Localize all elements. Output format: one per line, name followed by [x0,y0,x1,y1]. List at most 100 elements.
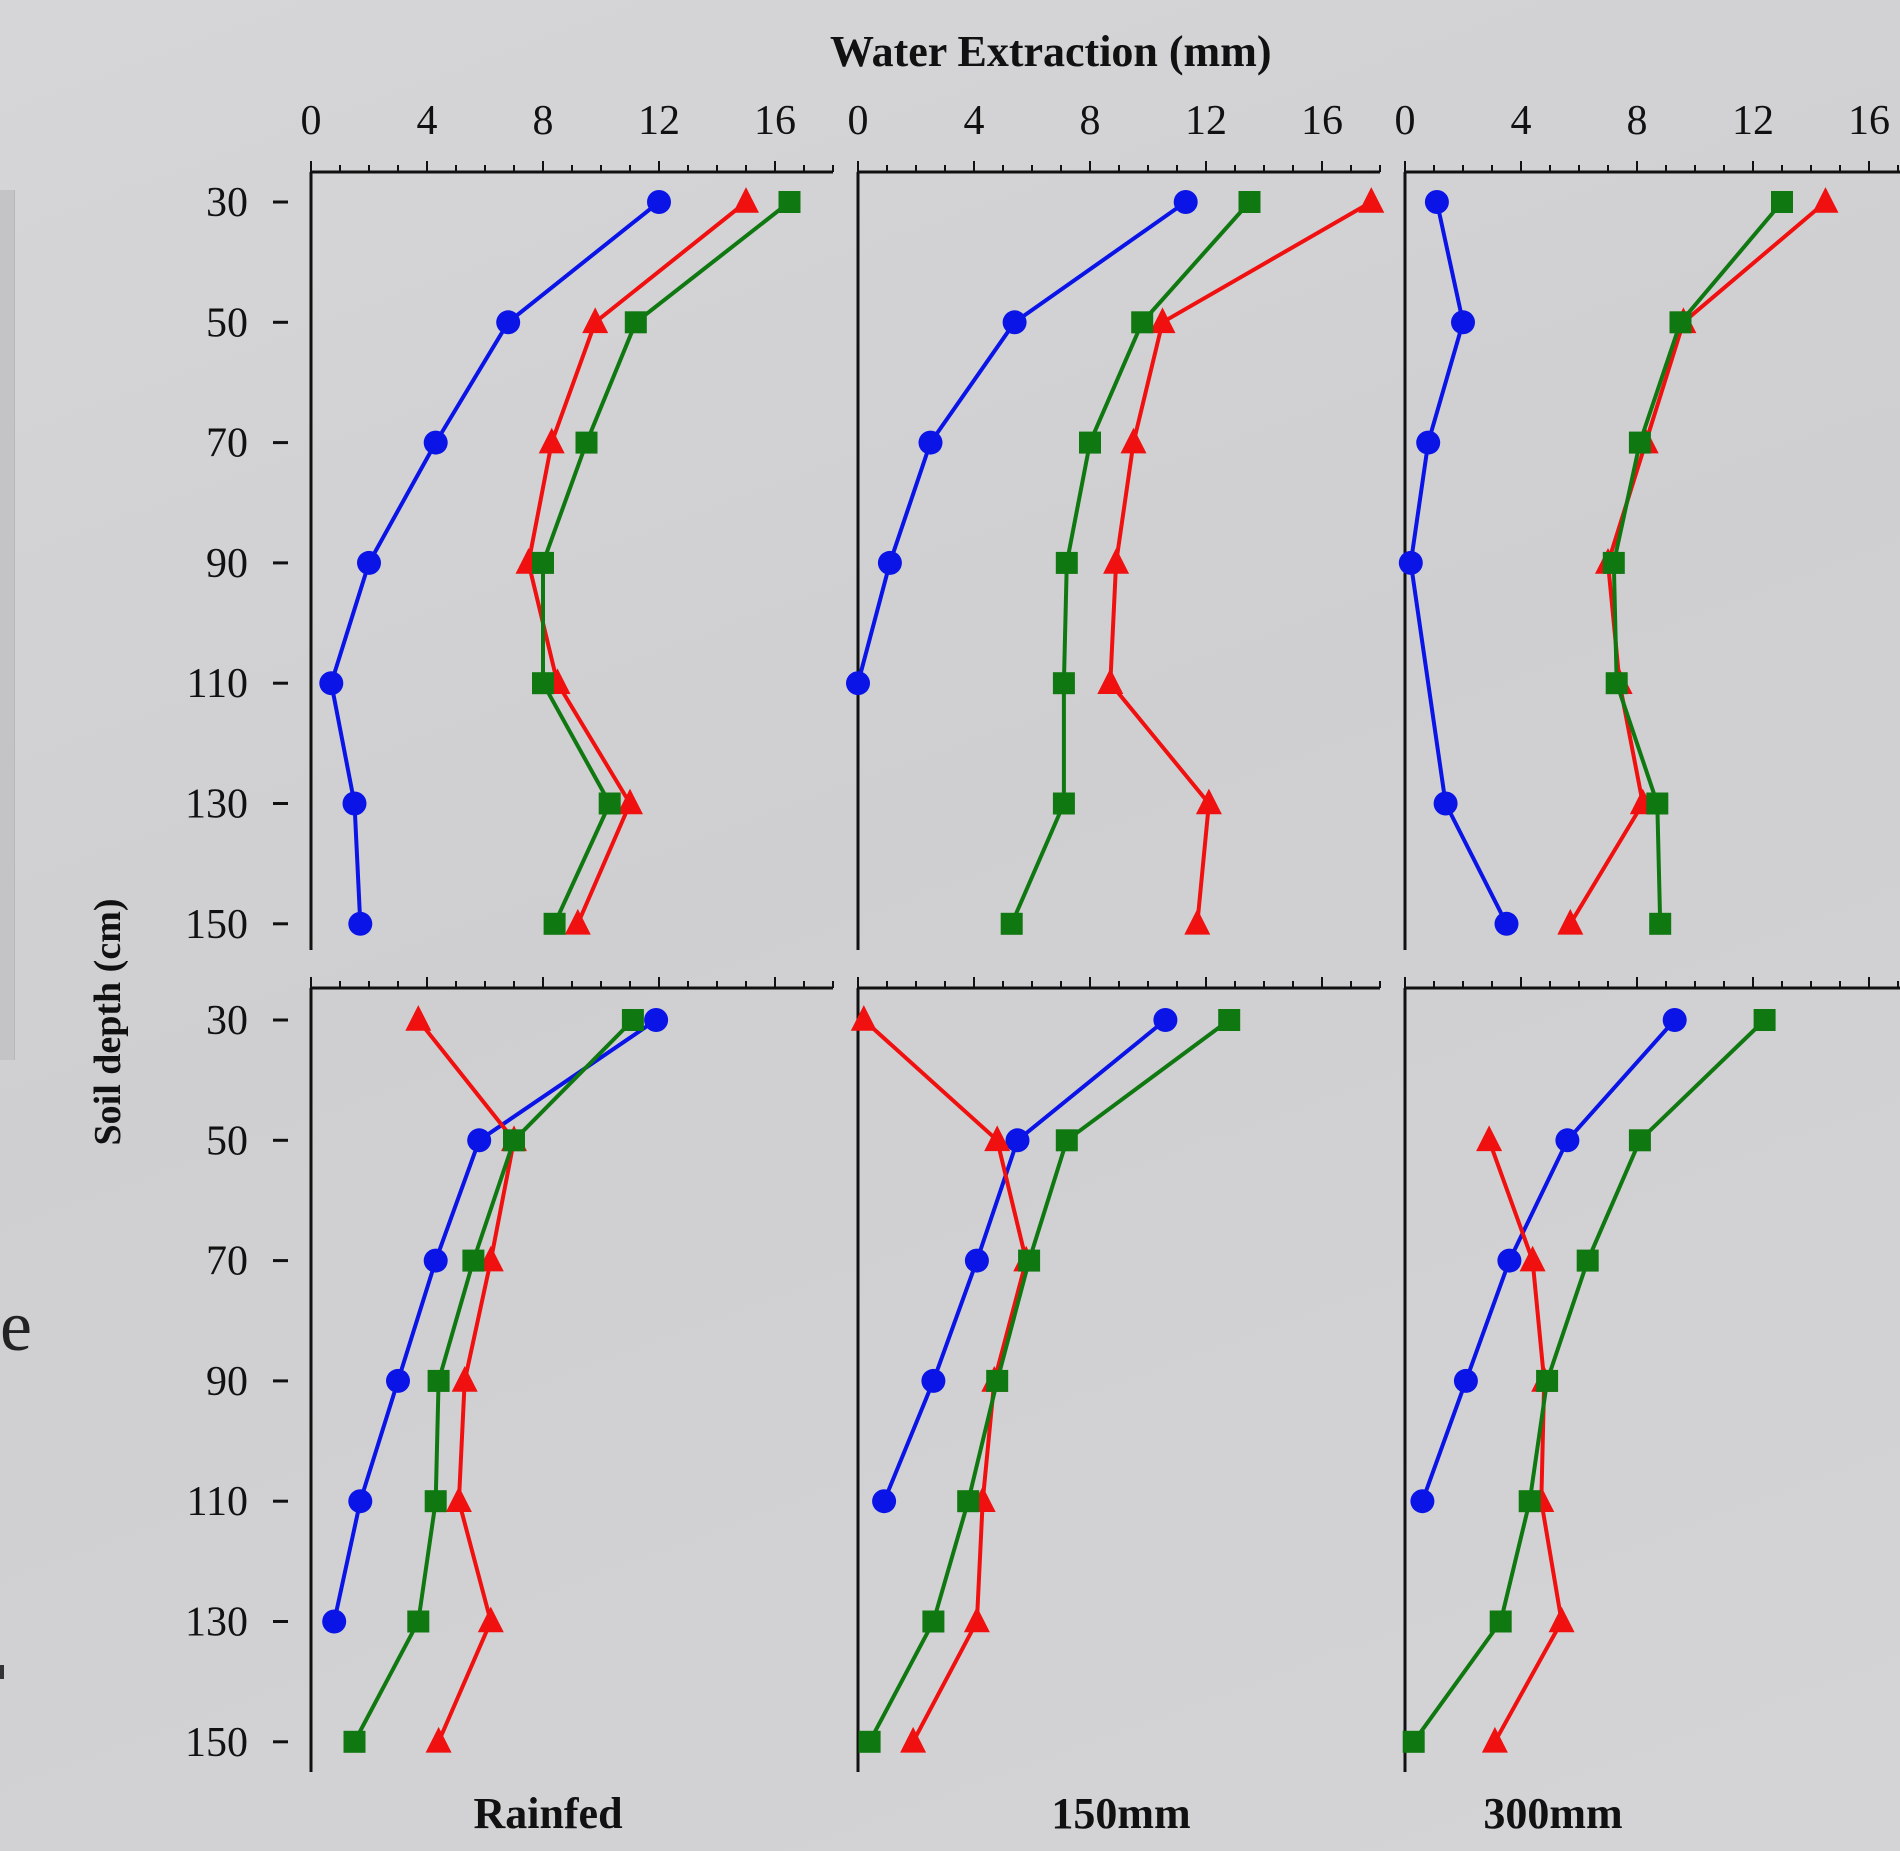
circle-marker [1662,1008,1687,1032]
square-marker [621,1009,644,1031]
x-tick-label: 0 [848,98,869,144]
x-tick-label: 16 [1301,98,1343,144]
y-tick-label: 110 [187,1479,248,1525]
left-edge-strip [0,190,15,1060]
triangle-marker [1195,788,1222,815]
square-marker [503,1129,525,1152]
circle-marker [322,1609,347,1634]
square-marker [407,1610,430,1633]
series-line [332,1018,658,1622]
y-tick-label: 70 [206,1239,248,1285]
circle-marker [918,430,943,455]
square-marker [1536,1369,1559,1392]
edge-mark [0,1665,4,1679]
x-tick-label: 4 [417,98,438,144]
triangle-marker [984,1125,1011,1152]
triangle-marker [1812,187,1839,213]
square-marker [1518,1490,1541,1513]
circle-marker [877,550,902,575]
square-marker [1000,912,1023,935]
circle-marker [1005,1128,1030,1153]
square-marker [1055,551,1078,574]
circle-marker [319,671,344,696]
square-marker [1489,1610,1512,1633]
circle-marker [1173,190,1198,214]
series-line [1108,200,1373,924]
x-tick-label: 16 [754,98,796,144]
triangle-marker [1097,668,1124,694]
series-line [1408,201,1509,925]
triangle-marker [1481,1726,1508,1753]
triangle-marker [900,1726,927,1753]
square-marker [1628,431,1651,454]
y-tick-label: 150 [185,1720,248,1766]
triangle-marker [451,1366,478,1392]
circle-marker [1424,190,1449,214]
circle-marker [1002,310,1027,335]
square-marker [598,792,621,815]
circle-marker [1494,911,1519,936]
y-tick-label: 50 [206,300,248,346]
y-tick-label: 30 [206,180,248,226]
triangle-marker [1519,1245,1546,1272]
circle-marker [348,911,373,936]
triangle-marker [564,908,591,935]
square-marker [1052,672,1075,695]
y-tick-label: 110 [187,661,248,707]
x-tick-label: 8 [533,98,554,144]
circle-marker [357,550,381,575]
series-line [1009,200,1251,925]
x-tick-label: 12 [1732,98,1774,144]
triangle-marker [425,1726,452,1753]
square-marker [858,1730,881,1753]
square-marker [922,1610,945,1633]
triangle-marker [582,307,609,334]
square-marker [1669,311,1692,334]
y-tick-label: 150 [185,902,248,948]
circle-marker [921,1368,946,1393]
series-line [1420,1018,1677,1502]
series-line [1487,1139,1564,1743]
square-marker [1402,1730,1425,1753]
circle-marker [846,671,870,696]
panel-label-rainfed: Rainfed [473,1789,623,1838]
square-marker [1646,792,1669,815]
circle-marker [342,791,367,816]
triangle-marker [1103,548,1130,574]
square-marker [1218,1009,1241,1031]
circle-marker [386,1368,410,1393]
square-marker [957,1490,980,1513]
square-marker [1771,191,1793,213]
square-marker [1238,191,1261,213]
square-marker [575,431,598,454]
circle-marker [1453,1368,1478,1393]
square-marker [1018,1249,1041,1272]
y-tick-label: 130 [185,782,248,828]
triangle-marker [1548,1606,1575,1633]
circle-marker [1497,1248,1522,1273]
x-tick-label: 12 [638,98,680,144]
square-marker [543,912,566,935]
circle-marker [1398,550,1423,575]
square-marker [986,1369,1009,1392]
x-tick-label: 4 [964,98,985,144]
triangle-marker [405,1005,432,1031]
y-tick-label: 70 [206,421,248,467]
triangle-marker [477,1606,504,1633]
square-marker [427,1369,450,1392]
square-marker [1131,311,1154,334]
y-tick-label: 50 [206,1118,248,1164]
triangle-marker [1557,908,1584,935]
square-marker [343,1730,366,1753]
triangle-marker [1358,187,1385,213]
square-marker [624,311,647,334]
triangle-marker [1476,1125,1503,1152]
square-marker [1052,792,1075,815]
square-marker [1079,431,1101,454]
circle-marker [1433,791,1458,816]
circle-marker [1153,1008,1178,1032]
square-marker [532,672,554,695]
x-tick-label: 0 [301,98,322,144]
square-marker [462,1249,485,1272]
square-marker [1055,1129,1078,1152]
